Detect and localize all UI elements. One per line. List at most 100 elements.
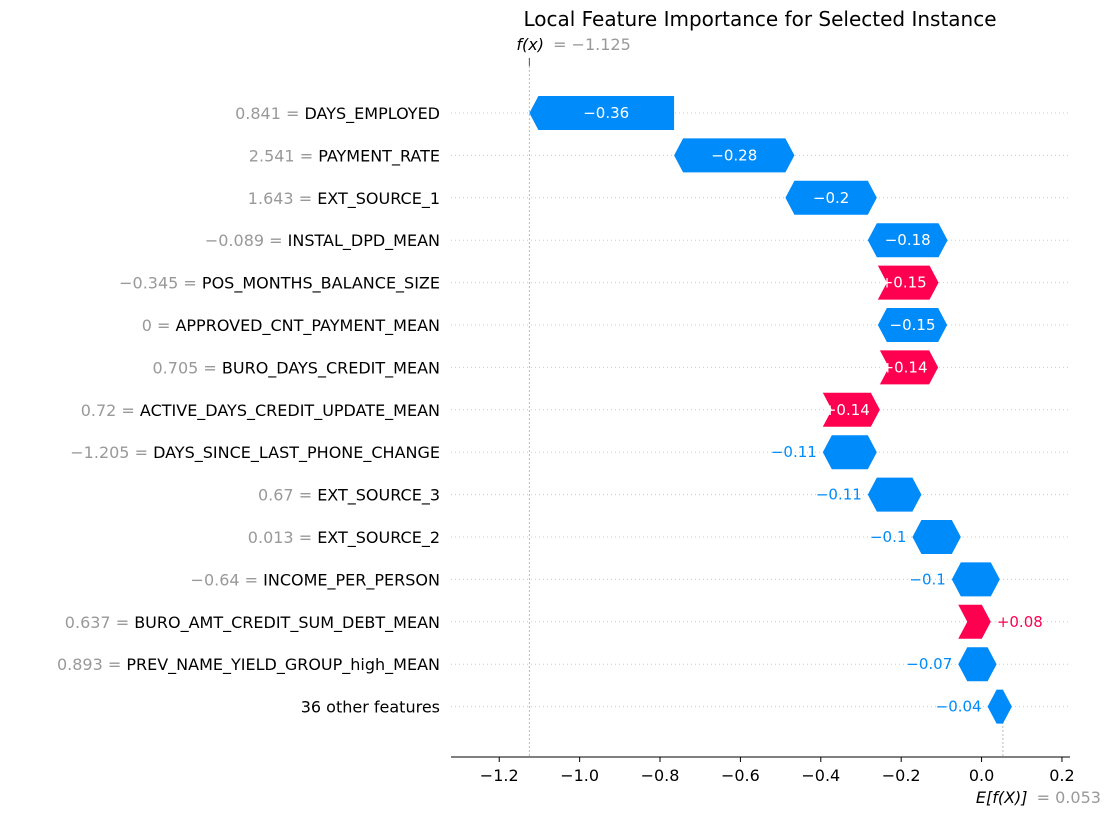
fx-value: = −1.125 [553,35,631,54]
bar-value-label: −0.11 [771,443,817,461]
feature-label: −0.089 = INSTAL_DPD_MEAN [205,231,440,251]
feature-labels: 0.841 = DAYS_EMPLOYED 2.541 = PAYMENT_RAT… [57,104,440,717]
fx-label: f(x) [516,35,544,54]
equals-sign: = [264,231,288,250]
chart-title: Local Feature Importance for Selected In… [523,7,996,31]
x-tick-label: −0.2 [882,766,921,785]
feature-label: 1.643 = EXT_SOURCE_1 [248,189,440,209]
feature-value: 0.013 [248,528,294,547]
bar-value-label: −0.2 [813,189,849,207]
x-tick-label: −0.8 [641,766,680,785]
efx-label: E[f(X)] [976,788,1028,807]
feature-value: 0.705 [153,358,199,377]
bar-value-label: +0.08 [997,613,1043,631]
bar-instal-dpd-mean [867,223,948,258]
feature-name: EXT_SOURCE_2 [317,528,440,548]
equals-sign: = [294,189,318,208]
feature-name: 36 other features [301,698,440,717]
bar-value-label: −0.1 [870,528,906,546]
bar-buro-days-credit-mean [879,350,939,385]
bar-36-other-features [987,689,1012,724]
equals-sign: = [294,528,318,547]
equals-sign: = [152,316,176,335]
feature-value: 0 [142,316,152,335]
equals-sign: = [178,274,202,293]
efx-value: = 0.053 [1037,788,1101,807]
feature-value: 0.637 [65,613,111,632]
feature-label: 0.705 = BURO_DAYS_CREDIT_MEAN [153,358,441,378]
feature-value: 2.541 [249,146,295,165]
feature-value: 0.893 [57,655,103,674]
bar-value-label: +0.15 [881,274,927,292]
equals-sign: = [281,104,305,123]
equals-sign: = [129,443,153,462]
bar-income-per-person [951,562,1000,597]
feature-label: 0.893 = PREV_NAME_YIELD_GROUP_high_MEAN [57,655,440,675]
feature-name: EXT_SOURCE_1 [317,189,440,209]
equals-sign: = [116,401,140,420]
feature-value: −1.205 [70,443,129,462]
feature-value: −0.64 [191,570,240,589]
bar-value-label: −0.15 [890,316,936,334]
feature-value: −0.345 [119,274,178,293]
feature-label: −1.205 = DAYS_SINCE_LAST_PHONE_CHANGE [70,443,440,463]
bar-ext-source-3 [867,477,922,512]
feature-name: EXT_SOURCE_3 [317,486,440,506]
feature-value: 0.67 [258,486,294,505]
feature-label: −0.64 = INCOME_PER_PERSON [191,570,440,590]
bar-value-label: −0.07 [906,655,952,673]
bar-value-label: −0.36 [583,104,629,122]
feature-name: INCOME_PER_PERSON [263,570,440,590]
feature-label: 0.013 = EXT_SOURCE_2 [248,528,440,548]
bar-value-label: −0.28 [711,146,757,164]
bar-value-label: −0.1 [909,570,945,588]
bar-value-label: −0.11 [816,486,862,504]
bar-payment-rate [674,138,795,173]
x-tick-label: −1.0 [560,766,599,785]
feature-label: 0.637 = BURO_AMT_CREDIT_SUM_DEBT_MEAN [65,613,440,633]
bar-ext-source-1 [785,180,877,215]
x-tick-label: 0.0 [969,766,994,785]
feature-name: ACTIVE_DAYS_CREDIT_UPDATE_MEAN [140,401,440,421]
x-tick-label: −0.4 [801,766,840,785]
bar-active-days-credit-update-mean [822,392,880,427]
feature-name: PAYMENT_RATE [318,146,440,166]
bar-days-employed [529,96,675,130]
feature-label: 0.72 = ACTIVE_DAYS_CREDIT_UPDATE_MEAN [81,401,440,421]
feature-value: −0.089 [205,231,264,250]
bar-value-label: −0.18 [885,231,931,249]
feature-label: −0.345 = POS_MONTHS_BALANCE_SIZE [119,274,440,294]
equals-sign: = [111,613,135,632]
bar-value-label: +0.14 [882,358,928,376]
efx-annotation: E[f(X)] = 0.053 [976,788,1101,807]
bar-ext-source-2 [912,520,961,554]
bar-days-since-last-phone-change [822,435,877,470]
feature-value: 0.841 [235,104,281,123]
equals-sign: = [240,570,264,589]
feature-label: 0.841 = DAYS_EMPLOYED [235,104,440,124]
feature-name: BURO_AMT_CREDIT_SUM_DEBT_MEAN [134,613,440,633]
equals-sign: = [103,655,127,674]
feature-label: 2.541 = PAYMENT_RATE [249,146,440,166]
feature-label: 0.67 = EXT_SOURCE_3 [258,486,440,506]
equals-sign: = [294,486,318,505]
feature-label: 0 = APPROVED_CNT_PAYMENT_MEAN [142,316,440,336]
equals-sign: = [198,358,222,377]
feature-bars: −0.36 −0.28 −0.2 −0.18 +0.15 −0.15 +0.14 +0.14 −… [529,96,1043,724]
bar-buro-amt-credit-sum-debt-mean [958,604,991,639]
feature-value: 0.72 [81,401,117,420]
feature-name: INSTAL_DPD_MEAN [288,231,440,251]
bar-value-label: −0.04 [936,698,982,716]
feature-name: POS_MONTHS_BALANCE_SIZE [202,274,440,294]
bar-value-label: +0.14 [824,401,870,419]
feature-label: 36 other features [301,698,440,717]
feature-name: PREV_NAME_YIELD_GROUP_high_MEAN [126,655,440,675]
feature-name: APPROVED_CNT_PAYMENT_MEAN [175,316,440,336]
x-tick-label: −1.2 [480,766,519,785]
feature-name: BURO_DAYS_CREDIT_MEAN [222,358,440,378]
x-axis: −1.2 −1.0 −0.8 −0.6 −0.4 −0.2 0.0 0.2 [451,756,1075,785]
bar-pos-months-balance-size [877,265,939,300]
bar-prev-name-yield-group-high-mean [958,647,997,682]
fx-annotation: f(x) = −1.125 [516,35,630,54]
